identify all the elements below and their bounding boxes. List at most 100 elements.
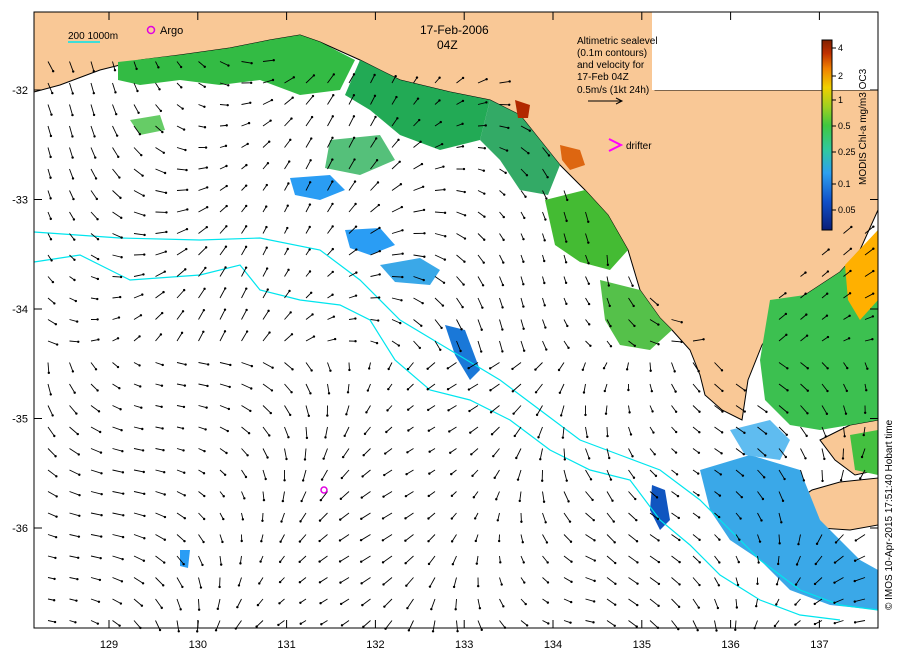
velocity-arrow	[176, 534, 185, 542]
velocity-arrow-head	[202, 472, 206, 475]
velocity-arrow-head	[456, 629, 459, 633]
velocity-arrow	[327, 203, 333, 213]
velocity-arrow	[370, 273, 380, 277]
velocity-arrow	[69, 405, 77, 414]
velocity-arrow-head	[72, 218, 76, 221]
velocity-arrow-head	[97, 338, 100, 341]
velocity-arrow	[241, 226, 247, 234]
velocity-arrow	[284, 312, 292, 320]
velocity-arrow	[864, 338, 873, 342]
velocity-arrow-head	[262, 498, 266, 502]
velocity-arrow-head	[680, 340, 683, 344]
velocity-arrow	[714, 405, 723, 412]
velocity-arrow-head	[160, 405, 163, 409]
velocity-arrow-head	[493, 476, 496, 480]
velocity-arrow	[864, 226, 874, 234]
velocity-arrow	[562, 426, 565, 438]
velocity-arrow	[757, 448, 766, 456]
velocity-arrow-head	[71, 113, 74, 117]
velocity-arrow-head	[489, 411, 493, 414]
velocity-arrow	[456, 319, 462, 330]
velocity-arrow-head	[824, 435, 828, 438]
velocity-arrow-head	[650, 389, 654, 393]
velocity-arrow-head	[162, 584, 165, 587]
velocity-arrow	[69, 555, 79, 559]
velocity-arrow	[854, 555, 866, 562]
colorbar-tick-label: 0.5	[838, 121, 851, 131]
velocity-arrow	[176, 269, 186, 277]
velocity-arrow	[539, 448, 543, 460]
velocity-arrow-head	[214, 629, 218, 632]
velocity-arrow-head	[608, 456, 611, 460]
velocity-arrow-head	[419, 140, 422, 144]
velocity-arrow	[714, 426, 723, 433]
velocity-arrow-head	[545, 348, 548, 351]
velocity-arrow-head	[119, 602, 123, 605]
velocity-arrow	[428, 512, 436, 519]
velocity-arrow-head	[872, 225, 875, 228]
velocity-arrow	[155, 291, 164, 299]
velocity-arrow	[219, 225, 227, 234]
velocity-arrow-head	[698, 430, 701, 434]
velocity-arrow-head	[49, 197, 52, 200]
velocity-arrow	[155, 125, 163, 133]
velocity-arrow	[843, 270, 851, 277]
velocity-arrow-head	[280, 520, 283, 523]
velocity-arrow	[69, 147, 74, 158]
colorbar-tick-label: 4	[838, 43, 843, 53]
velocity-arrow	[47, 620, 56, 623]
velocity-arrow	[456, 276, 464, 285]
velocity-arrow-head	[278, 580, 282, 584]
velocity-arrow-head	[480, 628, 483, 632]
velocity-arrow-head	[797, 542, 800, 546]
velocity-arrow	[757, 512, 762, 521]
velocity-arrow	[112, 190, 121, 199]
velocity-arrow	[692, 577, 700, 586]
velocity-arrow	[90, 82, 95, 94]
velocity-arrow	[155, 598, 163, 609]
velocity-arrows	[47, 59, 875, 633]
velocity-arrow	[257, 598, 264, 606]
velocity-arrow-head	[286, 204, 289, 207]
velocity-arrow-head	[423, 255, 426, 258]
velocity-arrow-head	[143, 514, 146, 518]
velocity-arrow	[236, 598, 242, 608]
velocity-arrow-head	[636, 582, 639, 585]
velocity-arrow-head	[77, 453, 80, 456]
velocity-arrow	[305, 314, 313, 320]
velocity-arrow	[800, 383, 809, 392]
velocity-arrow-head	[697, 472, 700, 475]
velocity-arrow	[671, 577, 680, 585]
velocity-arrow	[133, 620, 141, 629]
velocity-arrow	[383, 577, 393, 585]
velocity-arrow-head	[163, 171, 167, 175]
velocity-arrow-head	[157, 66, 160, 69]
velocity-arrow	[133, 555, 145, 562]
velocity-arrow	[305, 182, 311, 191]
velocity-arrow	[859, 469, 866, 479]
velocity-arrow-head	[223, 473, 227, 476]
velocity-arrow	[262, 310, 269, 320]
velocity-arrow	[176, 577, 183, 588]
velocity-arrow	[692, 383, 700, 392]
velocity-arrow-head	[384, 452, 387, 455]
velocity-arrow	[155, 362, 163, 366]
velocity-arrow-head	[627, 388, 630, 392]
velocity-arrow	[606, 491, 613, 501]
velocity-arrow-head	[300, 499, 303, 503]
velocity-arrow-head	[160, 384, 164, 387]
velocity-arrow-head	[162, 290, 165, 294]
velocity-arrow-head	[331, 136, 334, 140]
velocity-arrow-head	[138, 364, 141, 367]
velocity-arrow-head	[483, 215, 486, 218]
velocity-arrow	[863, 426, 866, 436]
velocity-arrow	[735, 598, 738, 608]
velocity-arrow	[176, 555, 185, 565]
velocity-arrow	[778, 334, 787, 342]
velocity-arrow-head	[221, 540, 224, 544]
velocity-arrow-head	[184, 148, 187, 152]
velocity-arrow-head	[405, 584, 408, 587]
velocity-arrow-head	[561, 436, 565, 439]
velocity-arrow	[843, 426, 846, 437]
